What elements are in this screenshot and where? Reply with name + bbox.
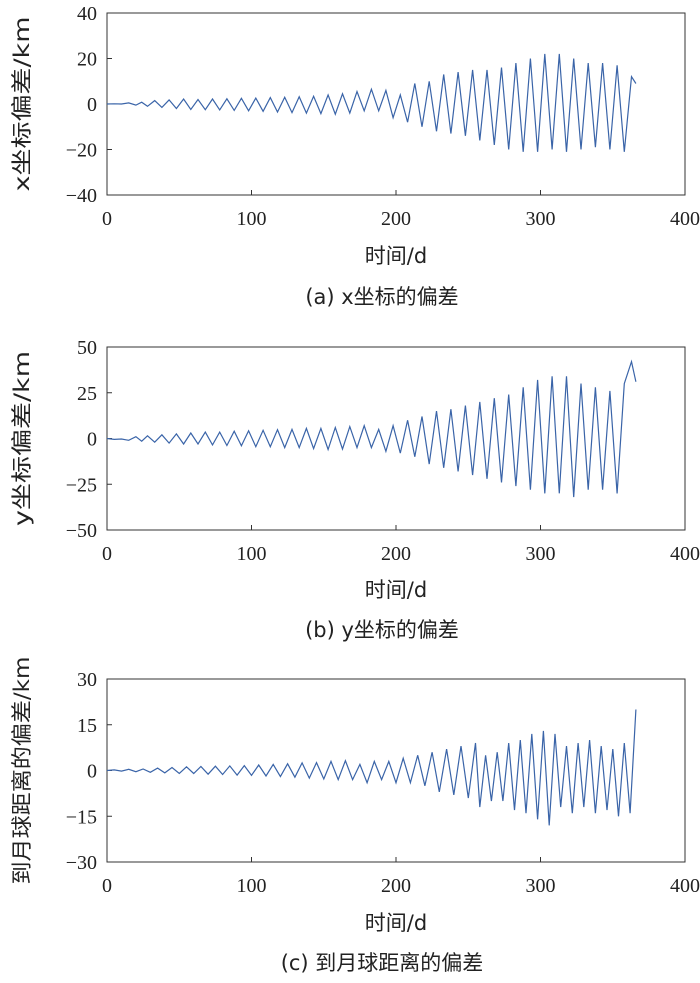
chart-3-series-line-0 (106, 709, 637, 826)
chart-1-x-tick-label-1: 100 (237, 208, 267, 230)
chart-1-x-tick-label-4: 400 (670, 208, 700, 230)
chart-1-x-axis-label: 时间/d (365, 244, 427, 268)
chart-2-y-tick-label-2: 0 (87, 429, 97, 451)
chart-1-y-tick-label-2: 0 (87, 94, 97, 116)
chart-2-x-tick-label-1: 100 (237, 543, 267, 565)
chart-3-x-tick-label-1: 100 (237, 875, 267, 897)
chart-3-plot-frame (106, 678, 686, 863)
chart-3-x-tick-label-0: 0 (102, 875, 112, 897)
chart-1-y-tick-label-3: −20 (66, 140, 97, 162)
chart-2-y-tick-label-4: −50 (66, 520, 97, 542)
chart-2-y-tick-label-0: 50 (77, 337, 97, 359)
chart-1-x-tick-label-2: 200 (381, 208, 411, 230)
chart-1-caption: (a) x坐标的偏差 (305, 285, 458, 309)
chart-2-y-tick-label-1: 25 (77, 383, 97, 405)
chart-2-y-tick-label-3: −25 (66, 474, 97, 496)
chart-2-x-tick-label-3: 300 (526, 543, 556, 565)
chart-2-x-tick-label-0: 0 (102, 543, 112, 565)
chart-3-y-tick-label-4: −30 (66, 852, 97, 874)
chart-1-x-tick-label-0: 0 (102, 208, 112, 230)
chart-1-y-axis-label: x坐标偏差/km (10, 17, 34, 192)
chart-2-x-axis-label: 时间/d (365, 578, 427, 602)
chart-3-x-tick-label-2: 200 (381, 875, 411, 897)
chart-1-plot-frame (106, 12, 686, 196)
chart-1-y-tick-label-4: −40 (66, 185, 97, 207)
chart-2-caption: (b) y坐标的偏差 (305, 618, 459, 642)
chart-2-x-tick-label-2: 200 (381, 543, 411, 565)
chart-3-y-tick-label-1: 15 (77, 715, 97, 737)
chart-1-y-tick-label-1: 20 (77, 49, 97, 71)
chart-2-x-tick-label-4: 400 (670, 543, 700, 565)
chart-3-x-tick-label-3: 300 (526, 875, 556, 897)
chart-3-y-tick-label-3: −15 (66, 806, 97, 828)
chart-2-y-axis-label: y坐标偏差/km (10, 351, 34, 526)
chart-3-y-tick-label-2: 0 (87, 761, 97, 783)
chart-1-y-tick-label-0: 40 (77, 3, 97, 25)
chart-3-y-tick-label-0: 30 (77, 669, 97, 691)
chart-3-caption: (c) 到月球距离的偏差 (281, 951, 484, 975)
chart-3-y-axis-label: 到月球距离的偏差/km (10, 657, 34, 885)
chart-1-series-line-0 (106, 53, 637, 152)
chart-3-x-tick-label-4: 400 (670, 875, 700, 897)
chart-3-x-axis-label: 时间/d (365, 911, 427, 935)
chart-2-series-line-0 (106, 359, 637, 498)
chart-1-x-tick-label-3: 300 (526, 208, 556, 230)
